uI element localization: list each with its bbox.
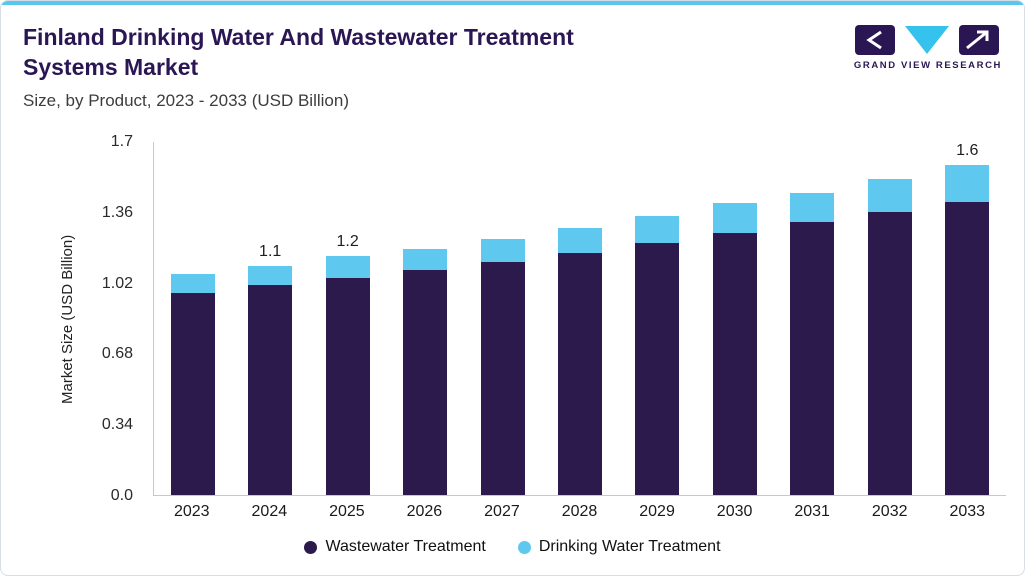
bar-value-label: 1.2 xyxy=(336,232,359,250)
bar-segment-drinking-water xyxy=(170,274,215,294)
bar-segment-wastewater xyxy=(945,202,990,495)
x-axis-label: 2023 xyxy=(173,503,210,520)
y-tick-label: 1.02 xyxy=(101,274,133,292)
bar-segment-wastewater xyxy=(867,211,912,495)
bar-segment-drinking-water xyxy=(557,228,602,254)
legend-label-wastewater: Wastewater Treatment xyxy=(325,538,486,555)
bar-group-2023 xyxy=(154,142,231,495)
legend-item-drinking-water: Drinking Water Treatment xyxy=(517,538,721,556)
bar-segment-wastewater xyxy=(635,243,680,495)
bar-segment-drinking-water xyxy=(867,178,912,212)
bar-segment-wastewater xyxy=(480,261,525,495)
legend-swatch-drinking-water xyxy=(517,540,531,554)
bar-segment-drinking-water xyxy=(480,238,525,262)
x-axis-label: 2024 xyxy=(251,503,288,520)
bar-group-2033: 1.6 xyxy=(929,142,1006,495)
x-axis-labels: 2023 2024 2025 2026 2027 2028 2029 2030 2031 2032… xyxy=(153,503,1006,521)
bar-segment-drinking-water xyxy=(790,193,835,223)
logo-marks-icon xyxy=(855,25,1000,55)
bar-group-2024: 1.1 xyxy=(231,142,308,495)
bar-segment-drinking-water xyxy=(248,265,293,285)
legend-swatch-wastewater xyxy=(304,540,318,554)
x-axis-label: 2032 xyxy=(871,503,908,520)
bar-segment-drinking-water xyxy=(945,165,990,203)
bar-value-label: 1.1 xyxy=(259,242,282,260)
bar-group-2029 xyxy=(619,142,696,495)
legend-item-wastewater: Wastewater Treatment xyxy=(304,538,486,556)
plot-area: 1.1 1.2 1.6 xyxy=(153,142,1006,496)
bar-segment-wastewater xyxy=(403,270,448,495)
bar-segment-drinking-water xyxy=(712,203,757,233)
bar-segment-wastewater xyxy=(790,222,835,495)
legend: Wastewater Treatment Drinking Water Trea… xyxy=(1,538,1024,556)
x-axis-label: 2027 xyxy=(484,503,520,520)
bar-series: 1.1 1.2 1.6 xyxy=(154,142,1006,495)
y-tick-label: 0.34 xyxy=(101,416,133,434)
bar-segment-wastewater xyxy=(248,284,293,495)
chart-subtitle: Size, by Product, 2023 - 2033 (USD Billi… xyxy=(23,90,349,110)
bar-group-2025: 1.2 xyxy=(309,142,386,495)
x-axis-label: 2025 xyxy=(329,503,365,520)
bar-group-2027 xyxy=(464,142,541,495)
x-axis-label: 2029 xyxy=(639,503,675,520)
bar-segment-wastewater xyxy=(170,293,215,495)
x-axis-label: 2028 xyxy=(561,503,598,520)
bar-group-2030 xyxy=(696,142,773,495)
bar-segment-wastewater xyxy=(557,253,602,495)
bar-value-label: 1.6 xyxy=(956,142,979,159)
grand-view-research-logo: GRAND VIEW RESEARCH xyxy=(854,25,1002,71)
bar-segment-drinking-water xyxy=(403,249,448,271)
bar-segment-wastewater xyxy=(712,232,757,495)
x-axis-label: 2030 xyxy=(716,503,753,520)
y-tick-label: 0.68 xyxy=(101,345,133,363)
bar-segment-drinking-water xyxy=(635,215,680,244)
header: Finland Drinking Water And Wastewater Tr… xyxy=(23,23,1002,111)
logo-text: GRAND VIEW RESEARCH xyxy=(853,60,1002,71)
bar-segment-wastewater xyxy=(325,278,370,495)
legend-label-drinking-water: Drinking Water Treatment xyxy=(538,538,721,555)
y-tick-label: 1.7 xyxy=(110,133,133,150)
x-axis-label: 2026 xyxy=(406,503,443,520)
bar-group-2028 xyxy=(541,142,618,495)
y-tick-label: 0.0 xyxy=(110,487,133,504)
page-title: Finland Drinking Water And Wastewater Tr… xyxy=(23,24,574,80)
bar-segment-drinking-water xyxy=(325,255,370,279)
title-block: Finland Drinking Water And Wastewater Tr… xyxy=(23,23,583,111)
top-accent-bar xyxy=(1,1,1024,5)
bar-group-2031 xyxy=(774,142,851,495)
y-axis-ticks: 0.0 0.34 0.68 1.02 1.36 1.7 xyxy=(1,133,141,504)
x-axis-label: 2033 xyxy=(949,503,986,520)
x-axis-label: 2031 xyxy=(794,503,830,520)
y-tick-label: 1.36 xyxy=(101,203,133,221)
bar-group-2026 xyxy=(386,142,463,495)
bar-group-2032 xyxy=(851,142,928,495)
